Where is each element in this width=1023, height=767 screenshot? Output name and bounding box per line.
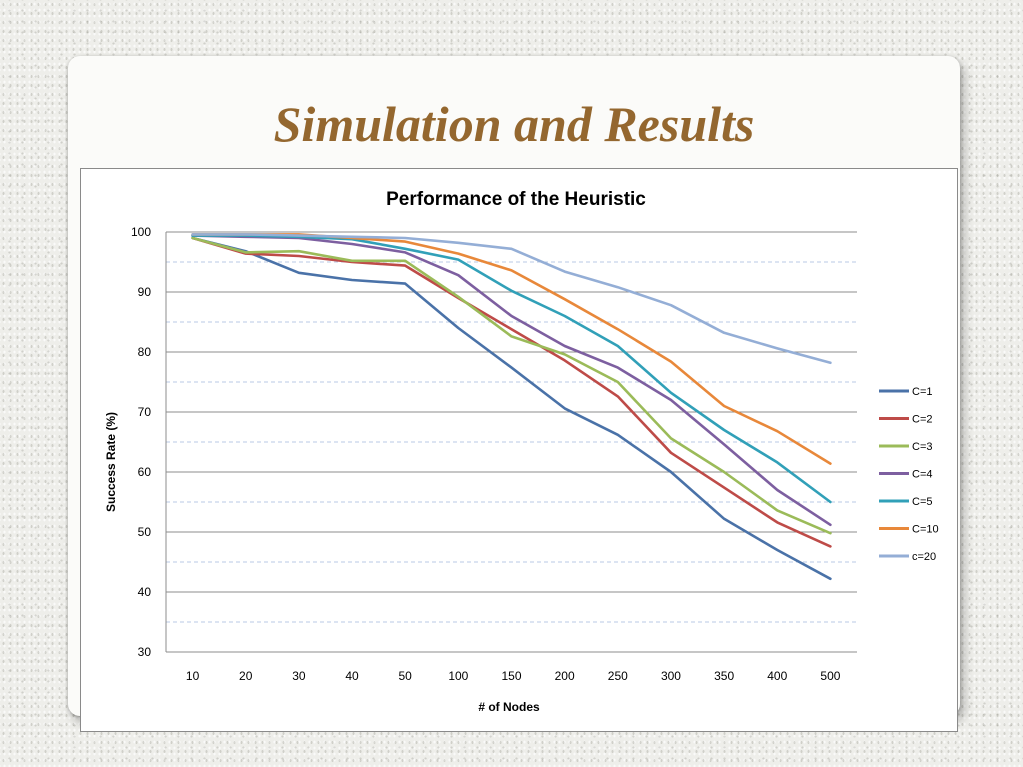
x-tick-label: 40 (345, 669, 359, 683)
legend-label: C=3 (912, 441, 933, 453)
series-line-c-1 (191, 236, 832, 581)
legend-label: C=4 (912, 469, 933, 481)
y-tick-label: 100 (131, 225, 151, 239)
y-tick-label: 50 (138, 525, 152, 539)
x-tick-label: 300 (661, 669, 681, 683)
y-tick-label: 90 (138, 285, 152, 299)
y-tick-label: 60 (138, 465, 152, 479)
legend-label: C=5 (912, 496, 933, 508)
x-axis-label: # of Nodes (478, 700, 540, 714)
line-chart: Performance of the Heuristic 30 40 50 60 70 8… (104, 189, 939, 714)
y-axis-label: Success Rate (%) (104, 412, 118, 512)
legend-label: C=2 (912, 414, 933, 426)
series-line-c-3 (191, 236, 832, 535)
axes: 30 40 50 60 70 80 90 100 10 20 30 40 50 100 150 200 250 3… (131, 225, 857, 683)
x-tick-label: 500 (820, 669, 840, 683)
chart-frame: Performance of the Heuristic 30 40 50 60 70 8… (80, 168, 958, 732)
legend: C=1 C=2 C=3 C=4 C=5 C=10 c=20 (879, 386, 939, 563)
series-lines (191, 233, 832, 581)
x-tick-label: 200 (555, 669, 575, 683)
x-tick-label: 100 (448, 669, 468, 683)
series-line-c-4 (191, 234, 832, 527)
legend-label: C=10 (912, 524, 939, 536)
series-line-c-20 (191, 233, 832, 365)
x-tick-label: 250 (608, 669, 628, 683)
y-tick-label: 70 (138, 405, 152, 419)
legend-label: C=1 (912, 386, 933, 398)
x-tick-label: 400 (767, 669, 787, 683)
x-tick-label: 350 (714, 669, 734, 683)
y-tick-label: 30 (138, 645, 152, 659)
y-tick-label: 40 (138, 585, 152, 599)
y-tick-label: 80 (138, 345, 152, 359)
x-tick-label: 30 (292, 669, 306, 683)
x-tick-label: 150 (501, 669, 521, 683)
x-tick-label: 20 (239, 669, 253, 683)
x-tick-label: 10 (186, 669, 200, 683)
slide-title: Simulation and Results (273, 96, 755, 152)
x-tick-label: 50 (399, 669, 413, 683)
legend-label: c=20 (912, 551, 936, 563)
series-line-c-2 (191, 236, 832, 548)
chart-title: Performance of the Heuristic (386, 189, 646, 210)
gridlines (166, 231, 857, 653)
